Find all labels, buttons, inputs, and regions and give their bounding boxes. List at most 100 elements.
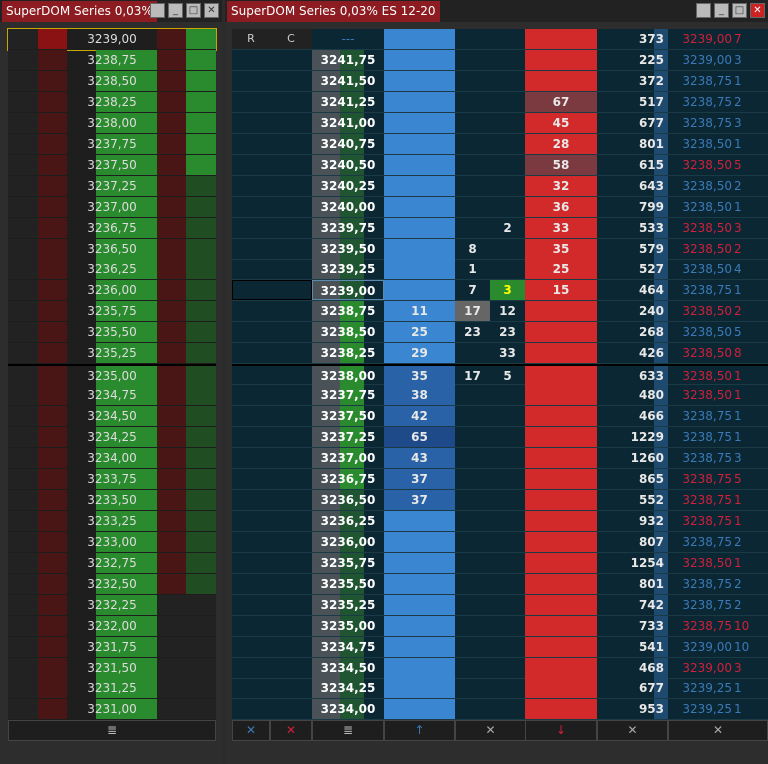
buy-cell[interactable] <box>8 594 38 615</box>
buy-cell[interactable] <box>8 133 38 154</box>
sell-cell[interactable] <box>186 510 216 531</box>
price-cell[interactable]: 3237,75 <box>320 388 376 403</box>
price-cell[interactable]: 3234,75 <box>87 388 137 403</box>
ask-cell[interactable] <box>525 322 597 343</box>
bid-cell[interactable]: 11 <box>384 301 455 322</box>
price-cell[interactable]: 3234,25 <box>320 681 376 696</box>
bid-cell[interactable] <box>384 531 455 552</box>
price-cell[interactable]: 3233,25 <box>87 513 137 528</box>
ask-cell[interactable] <box>525 594 597 615</box>
buy-cell[interactable] <box>232 322 312 342</box>
sell-cell[interactable] <box>186 594 216 615</box>
price-row[interactable]: 3234,25 <box>8 427 216 449</box>
buy-cell[interactable] <box>232 280 312 301</box>
ask-cell[interactable]: 45 <box>525 112 597 133</box>
price-cell[interactable]: 3234,00 <box>87 451 137 465</box>
price-cell[interactable]: 3238,75 <box>87 52 137 67</box>
ask-cell[interactable]: 32 <box>525 175 597 196</box>
price-cell[interactable]: 3238,00 <box>320 369 376 384</box>
buy-cell[interactable] <box>232 50 312 70</box>
buy-arrow-button[interactable]: ↑ <box>384 720 455 741</box>
sell-cell[interactable] <box>186 133 216 154</box>
price-cell[interactable]: 3234,25 <box>87 430 137 445</box>
buy-cell[interactable] <box>8 385 38 406</box>
buy-cell[interactable] <box>8 112 38 133</box>
price-row[interactable]: 3235,50 801 3238,75 2 <box>232 573 768 595</box>
price-cell[interactable]: 3236,25 <box>87 262 137 277</box>
buy-cell[interactable] <box>8 217 38 238</box>
price-row[interactable]: 3240,75 28 801 3238,50 1 <box>232 133 768 155</box>
header-row[interactable]: R C --- 373 3239,00 7 <box>232 29 768 50</box>
price-cell[interactable]: 3236,50 <box>320 492 376 507</box>
price-cell[interactable]: 3241,00 <box>320 115 376 130</box>
price-cell[interactable]: 3237,25 <box>87 178 137 193</box>
buy-cell[interactable] <box>232 239 312 259</box>
price-cell[interactable]: 3235,00 <box>87 369 137 384</box>
bid-cell[interactable]: 37 <box>384 489 455 510</box>
price-row[interactable]: 3241,50 372 3238,75 1 <box>232 70 768 92</box>
price-row[interactable]: 3231,00 <box>8 699 216 721</box>
buy-cell[interactable] <box>8 322 38 343</box>
bid-cell[interactable] <box>384 552 455 573</box>
price-row[interactable]: 3234,25 677 3239,25 1 <box>232 678 768 700</box>
buy-cell[interactable] <box>8 70 38 91</box>
price-cell[interactable]: 3238,25 <box>320 346 376 361</box>
buy-cell[interactable] <box>8 636 38 657</box>
sell-cell[interactable] <box>186 678 216 699</box>
sell-cell[interactable] <box>186 657 216 678</box>
ask-cell[interactable]: 25 <box>525 259 597 280</box>
price-row[interactable]: 3238,50 25 23 23 268 3238,50 5 <box>232 322 768 344</box>
maximize-button[interactable]: □ <box>732 3 747 18</box>
sell-cell[interactable] <box>186 636 216 657</box>
ask-cell[interactable] <box>525 70 597 91</box>
ask-cell[interactable] <box>525 406 597 427</box>
ask-cell[interactable]: 35 <box>525 238 597 259</box>
price-row[interactable]: 3239,75 2 33 533 3238,50 3 <box>232 217 768 239</box>
buy-cell[interactable] <box>8 406 38 427</box>
minimize-button[interactable]: _ <box>714 3 729 18</box>
bid-cell[interactable] <box>384 70 455 91</box>
ask-cell[interactable] <box>525 699 597 720</box>
price-row[interactable]: 3236,25 <box>8 259 216 281</box>
bid-cell[interactable] <box>384 91 455 112</box>
price-row[interactable]: 3238,00 <box>8 112 216 134</box>
price-row[interactable]: 3234,00 953 3239,25 1 <box>232 699 768 721</box>
buy-cell[interactable] <box>8 489 38 510</box>
bid-cell[interactable] <box>384 636 455 657</box>
price-row[interactable]: 3235,00 733 3238,75 10 <box>232 615 768 637</box>
ask-cell[interactable]: 36 <box>525 196 597 217</box>
bid-cell[interactable]: 29 <box>384 343 455 364</box>
price-cell[interactable]: 3231,50 <box>87 660 137 675</box>
price-row[interactable]: 3235,75 <box>8 301 216 323</box>
buy-cell[interactable] <box>232 511 312 531</box>
price-cell[interactable]: 3239,75 <box>320 220 376 235</box>
ask-cell[interactable] <box>525 615 597 636</box>
buy-cell[interactable] <box>8 678 38 699</box>
buy-cell[interactable] <box>8 280 38 301</box>
buy-cell[interactable] <box>8 366 38 387</box>
price-row[interactable]: 3237,75 38 480 3238,50 1 <box>232 385 768 407</box>
price-cell[interactable]: 3233,75 <box>87 471 137 486</box>
ask-cell[interactable] <box>525 489 597 510</box>
price-row[interactable]: 3239,00 <box>7 28 217 51</box>
buy-cell[interactable] <box>232 259 312 279</box>
buy-cell[interactable] <box>8 657 38 678</box>
buy-cell[interactable] <box>8 301 38 322</box>
buy-cell[interactable] <box>8 531 38 552</box>
close-button[interactable]: ✕ <box>750 3 765 18</box>
buy-cell[interactable] <box>232 469 312 489</box>
price-cell[interactable]: 3235,00 <box>320 618 376 633</box>
buy-cell[interactable] <box>8 259 38 280</box>
sell-cell[interactable] <box>186 489 216 510</box>
buy-cell[interactable] <box>8 29 38 49</box>
bid-cell[interactable] <box>384 196 455 217</box>
buy-cell[interactable] <box>232 301 312 321</box>
buy-cell[interactable] <box>232 134 312 154</box>
buy-cell[interactable] <box>232 176 312 196</box>
price-cell[interactable]: 3237,25 <box>320 430 376 445</box>
price-cell[interactable]: 3235,75 <box>87 304 137 319</box>
clear-button[interactable]: ✕ <box>455 720 526 741</box>
buy-cell[interactable] <box>232 699 312 719</box>
price-row[interactable]: 3237,00 43 1260 3238,75 3 <box>232 448 768 469</box>
price-row[interactable]: 3234,50 <box>8 406 216 428</box>
